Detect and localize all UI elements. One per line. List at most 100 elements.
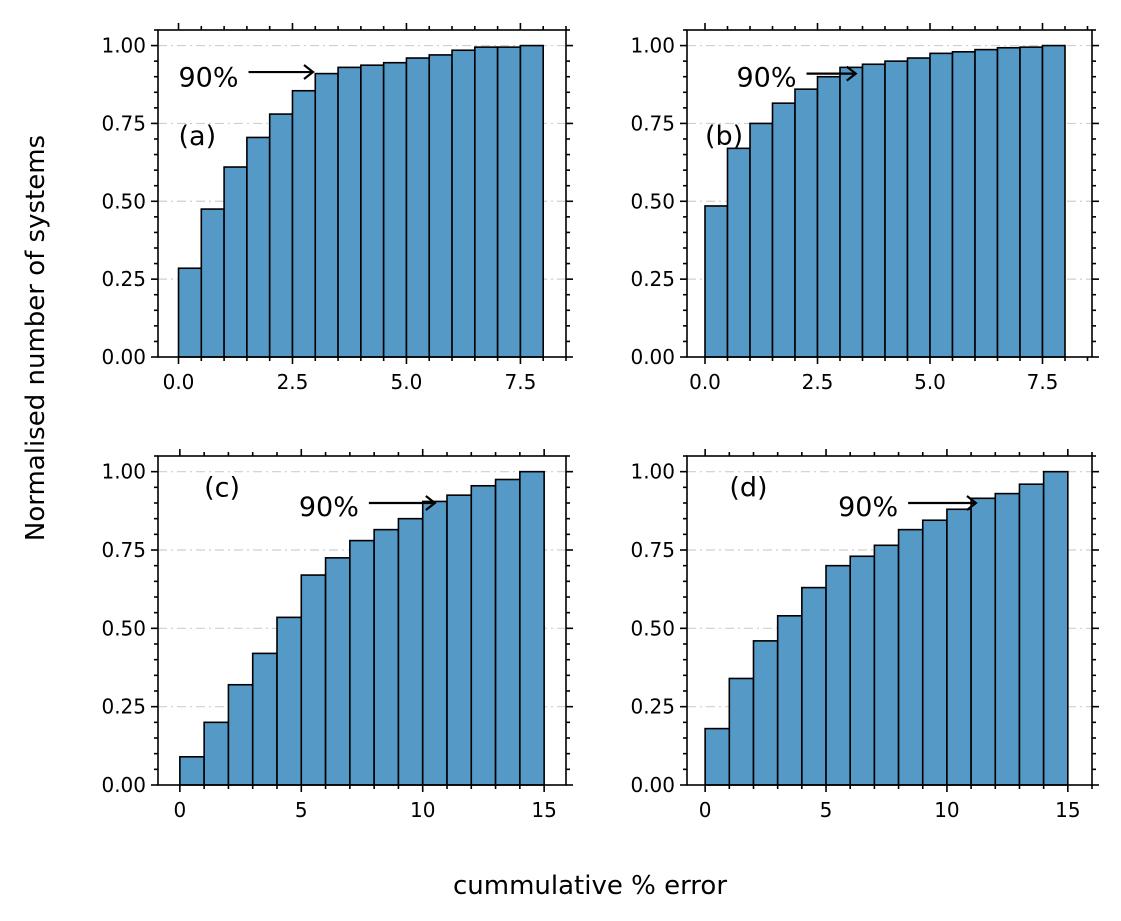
y-tick-label: 1.00 — [630, 34, 675, 58]
y-tick-label: 0.75 — [630, 538, 675, 562]
histogram-bar — [816, 75, 841, 358]
annotation-text: 90% — [299, 492, 359, 523]
histogram-bar — [428, 54, 453, 358]
histogram-bar — [337, 66, 362, 358]
histogram-bar — [349, 539, 375, 786]
x-tick-label: 5 — [295, 798, 308, 822]
x-tick-label: 5.0 — [914, 370, 946, 394]
histogram-bar — [1041, 44, 1066, 358]
histogram-bar — [906, 57, 931, 358]
histogram-bar — [929, 52, 954, 358]
histogram-bar — [974, 48, 999, 358]
x-tick-label: 5 — [820, 798, 833, 822]
annotation-text: 90% — [179, 63, 239, 94]
histogram-bar — [749, 122, 774, 358]
x-tick-label: 7.5 — [1027, 370, 1059, 394]
y-tick-label: 0.50 — [630, 616, 675, 640]
panel-label: (d) — [729, 473, 767, 504]
panel-b: 0.00 0.25 0.50 0.75 1.00 0.0 2.5 5.0 7.5 (b) 90% — [630, 23, 1099, 394]
histogram-bar — [946, 508, 972, 786]
histogram-bar — [704, 727, 731, 786]
y-axis-label: Normalised number of systems — [21, 135, 51, 541]
x-axis-label: cummulative % error — [453, 871, 727, 901]
histogram-bar — [897, 528, 924, 786]
histogram-bar — [794, 88, 819, 358]
panel-c: 0.00 0.25 0.50 0.75 1.00 0 5 10 15 (c) 90% — [101, 449, 573, 822]
histogram-bar — [1019, 46, 1044, 358]
histogram-bar — [200, 208, 225, 358]
histogram-bar — [324, 557, 351, 786]
annotation-text: 90% — [838, 492, 898, 523]
y-tick-label: 0.50 — [630, 189, 675, 213]
annotation-arrow-head — [303, 64, 315, 80]
histogram-bar — [291, 89, 317, 358]
annotation-arrow-head — [425, 495, 437, 511]
x-tick-label: 10 — [410, 798, 435, 822]
histogram-bar — [849, 555, 876, 786]
panel-a: 0.00 0.25 0.50 0.75 1.00 0.0 2.5 5.0 7.5 (a) 90% — [101, 23, 573, 394]
x-tick-label: 0.0 — [689, 370, 721, 394]
histogram-bar — [227, 683, 254, 786]
histogram-bar — [771, 102, 796, 358]
histogram-bar — [446, 494, 473, 786]
histogram-bar — [246, 136, 271, 358]
annotation-arrow-head — [966, 495, 978, 511]
x-tick-label: 5.0 — [391, 370, 423, 394]
y-tick-label: 0.75 — [630, 111, 675, 135]
annotation-text: 90% — [737, 63, 797, 94]
x-tick-label: 7.5 — [505, 370, 537, 394]
histogram-bar — [970, 497, 997, 786]
y-tick-label: 1.00 — [101, 34, 146, 58]
histogram-bar — [996, 46, 1021, 358]
histogram-bar — [825, 564, 852, 786]
histogram-bar — [861, 63, 886, 358]
y-tick-label: 0.00 — [630, 773, 675, 797]
x-tick-label: 15 — [1055, 798, 1080, 822]
histogram-bar — [373, 528, 400, 786]
y-tick-label: 0.25 — [101, 695, 146, 719]
y-tick-label: 0.00 — [630, 345, 675, 369]
y-tick-label: 1.00 — [630, 460, 675, 484]
y-tick-label: 1.00 — [101, 460, 146, 484]
histogram-bar — [519, 44, 545, 358]
x-tick-label: 2.5 — [277, 370, 309, 394]
histogram-bar — [519, 470, 545, 786]
x-tick-label: 10 — [934, 798, 959, 822]
histogram-bar — [951, 50, 976, 358]
histogram-bar — [776, 614, 803, 786]
histogram-bar — [884, 60, 909, 358]
histogram-bar — [726, 147, 751, 358]
histogram-bar — [704, 205, 729, 358]
axes-frame — [686, 29, 1093, 358]
histogram-bar — [314, 72, 339, 358]
histogram-bar — [921, 519, 948, 786]
histogram-bar — [839, 66, 864, 358]
histogram-bar — [1018, 483, 1045, 786]
x-tick-label: 0.0 — [163, 370, 195, 394]
y-tick-label: 0.50 — [101, 189, 146, 213]
histogram-bar — [494, 478, 521, 786]
x-tick-label: 0 — [173, 798, 186, 822]
panel-label: (c) — [204, 473, 240, 504]
histogram-bar — [451, 49, 476, 358]
y-tick-label: 0.75 — [101, 538, 146, 562]
y-tick-label: 0.25 — [101, 267, 146, 291]
histogram-bar — [421, 500, 448, 786]
y-tick-label: 0.50 — [101, 616, 146, 640]
y-tick-label: 0.00 — [101, 773, 146, 797]
histogram-bar — [873, 544, 900, 786]
x-tick-label: 2.5 — [802, 370, 834, 394]
histogram-bar — [276, 616, 303, 786]
histogram-bar — [801, 586, 827, 786]
axes-frame — [157, 455, 567, 786]
histogram-bar — [382, 61, 408, 358]
y-tick-label: 0.75 — [101, 111, 146, 135]
histogram-bar — [251, 652, 278, 786]
y-tick-label: 0.25 — [630, 695, 675, 719]
histogram-bar — [752, 640, 779, 786]
x-tick-label: 0 — [699, 798, 712, 822]
histogram-bar — [405, 57, 431, 358]
x-tick-label: 15 — [531, 798, 556, 822]
panel-label: (b) — [705, 121, 743, 152]
axes-frame — [686, 455, 1093, 786]
